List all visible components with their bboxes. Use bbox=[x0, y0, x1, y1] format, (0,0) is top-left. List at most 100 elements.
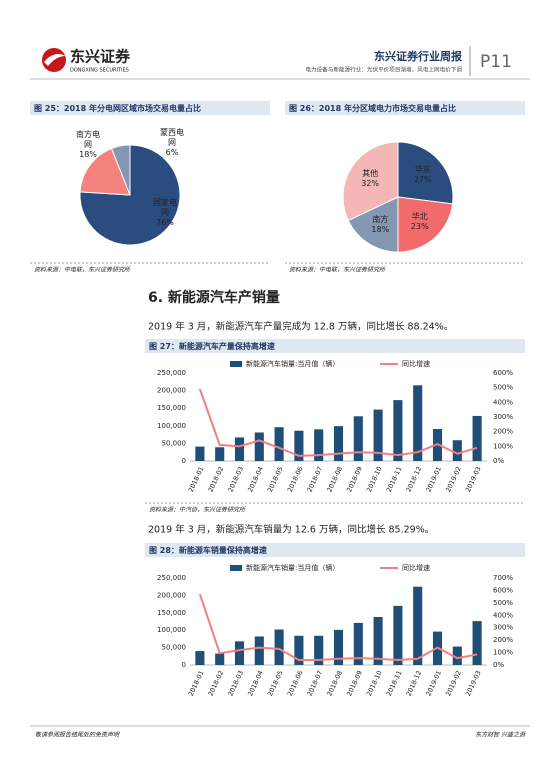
logo-swoosh bbox=[44, 54, 66, 66]
y-tick-label: 0 bbox=[182, 457, 186, 465]
paragraph: 2019 年 3 月，新能源汽车销量为 12.6 万辆，同比增长 85.29%。 bbox=[148, 524, 434, 536]
x-tick-label: 2018-03 bbox=[226, 669, 245, 697]
x-tick-label: 2018-02 bbox=[207, 669, 226, 697]
y-tick-label: 100,000 bbox=[157, 626, 186, 634]
bar bbox=[314, 635, 324, 665]
x-tick-label: 2019-01 bbox=[424, 669, 443, 697]
figure-title-bar bbox=[145, 543, 525, 557]
line-series bbox=[198, 388, 478, 457]
pie-slice bbox=[347, 196, 399, 253]
x-tick-label: 2018-01 bbox=[187, 669, 206, 697]
slice-value: 27% bbox=[413, 175, 432, 185]
slice-value: 23% bbox=[410, 221, 429, 231]
bar bbox=[353, 416, 363, 461]
y2-tick-label: 400% bbox=[493, 398, 513, 406]
x-tick-label: 2018-12 bbox=[405, 669, 424, 697]
legend-label: 新能源汽车销量:当月值（辆） bbox=[246, 359, 339, 368]
slice-value: 18% bbox=[79, 150, 97, 159]
bar bbox=[195, 651, 205, 665]
x-tick-label: 2018-01 bbox=[187, 465, 206, 493]
y2-tick-label: 400% bbox=[493, 611, 513, 619]
y2-tick-label: 300% bbox=[493, 413, 513, 421]
bar bbox=[373, 616, 383, 665]
slice-label: 国家电网 76% bbox=[152, 198, 178, 228]
logo-en: DONGXING SECURITIES bbox=[70, 68, 129, 74]
report-title: 东兴证券行业周报 bbox=[374, 49, 463, 63]
pie-slice bbox=[342, 141, 399, 222]
slice-value: 18% bbox=[371, 224, 390, 234]
slice-category: 其他 bbox=[362, 169, 379, 179]
bar bbox=[413, 586, 423, 665]
y2-tick-label: 700% bbox=[493, 574, 513, 582]
y2-tick-label: 200% bbox=[493, 636, 513, 644]
bar bbox=[254, 432, 264, 461]
section-heading: 6. 新能源汽车产销量 bbox=[148, 289, 280, 306]
y-tick-label: 50,000 bbox=[162, 439, 187, 447]
bar bbox=[274, 629, 284, 665]
x-tick-label: 2018-08 bbox=[325, 465, 344, 493]
y2-tick-label: 600% bbox=[493, 586, 513, 594]
x-tick-label: 2018-10 bbox=[365, 465, 384, 493]
y2-tick-label: 100% bbox=[493, 442, 513, 450]
y-tick-label: 150,000 bbox=[157, 609, 186, 617]
slice-category: 蒙西电网 bbox=[160, 128, 184, 147]
x-tick-label: 2018-11 bbox=[385, 465, 404, 493]
bar bbox=[353, 622, 363, 665]
slice-category: 南方电网 bbox=[76, 130, 100, 149]
slice-label: 华北 23% bbox=[407, 212, 433, 232]
bar bbox=[472, 621, 482, 665]
bar bbox=[393, 400, 403, 461]
x-tick-label: 2018-06 bbox=[286, 669, 305, 697]
x-tick-label: 2018-03 bbox=[226, 465, 245, 493]
figure-title: 图 27：新能源汽车产量保持高增速 bbox=[149, 341, 275, 351]
pie-slice bbox=[110, 144, 131, 196]
slice-category: 南方 bbox=[372, 214, 389, 224]
y-tick-label: 100,000 bbox=[157, 422, 186, 430]
paragraph: 2019 年 3 月，新能源汽车产量完成为 12.8 万辆，同比增长 88.24… bbox=[148, 321, 453, 333]
legend-label: 同比增速 bbox=[402, 563, 430, 572]
y-tick-label: 250,000 bbox=[157, 574, 186, 582]
slice-value: 32% bbox=[361, 179, 380, 189]
y-tick-label: 0 bbox=[182, 661, 186, 669]
legend-swatch bbox=[230, 361, 242, 367]
figure-title-bar bbox=[145, 339, 525, 353]
x-tick-label: 2018-02 bbox=[207, 465, 226, 493]
x-tick-label: 2018-05 bbox=[266, 465, 285, 493]
figure-source: 资料来源：中电联，东兴证券研究所 bbox=[34, 266, 131, 274]
x-tick-label: 2019-02 bbox=[444, 669, 463, 697]
y2-tick-label: 0% bbox=[493, 661, 504, 669]
slice-category: 华东 bbox=[414, 165, 431, 175]
slice-label: 其他 32% bbox=[357, 169, 383, 189]
pie-slice bbox=[397, 196, 454, 253]
figure-title-bar bbox=[30, 101, 270, 115]
logo-text: 东兴证券 bbox=[70, 48, 131, 66]
x-tick-label: 2019-03 bbox=[464, 669, 483, 697]
legend-label: 同比增速 bbox=[402, 359, 430, 368]
x-tick-label: 2019-02 bbox=[444, 465, 463, 493]
x-tick-label: 2019-03 bbox=[464, 465, 483, 493]
bar bbox=[215, 447, 225, 461]
slice-label: 南方电网 18% bbox=[75, 130, 101, 160]
bar bbox=[215, 653, 225, 665]
slice-category: 华北 bbox=[411, 211, 428, 221]
x-tick-label: 2019-01 bbox=[424, 465, 443, 493]
legend-label: 新能源汽车销量:当月值（辆） bbox=[246, 563, 339, 572]
bar bbox=[314, 429, 324, 461]
x-tick-label: 2018-04 bbox=[246, 669, 265, 697]
y-tick-label: 200,000 bbox=[157, 591, 186, 599]
footer-right: 东方财智 兴盛之源 bbox=[475, 731, 526, 739]
pie-slice bbox=[79, 147, 131, 196]
y2-tick-label: 200% bbox=[493, 428, 513, 436]
x-tick-label: 2018-05 bbox=[266, 669, 285, 697]
figure-title-bar bbox=[285, 101, 525, 115]
slice-value: 6% bbox=[165, 148, 179, 157]
bar bbox=[274, 427, 284, 461]
figure-source: 资料来源：中汽协，东兴证券研究所 bbox=[149, 506, 246, 514]
page-number: P11 bbox=[480, 52, 512, 72]
x-tick-label: 2018-08 bbox=[325, 669, 344, 697]
y-tick-label: 200,000 bbox=[157, 387, 186, 395]
line-series bbox=[198, 593, 478, 662]
y2-tick-label: 300% bbox=[493, 624, 513, 632]
slice-category: 国家电网 bbox=[153, 198, 177, 217]
